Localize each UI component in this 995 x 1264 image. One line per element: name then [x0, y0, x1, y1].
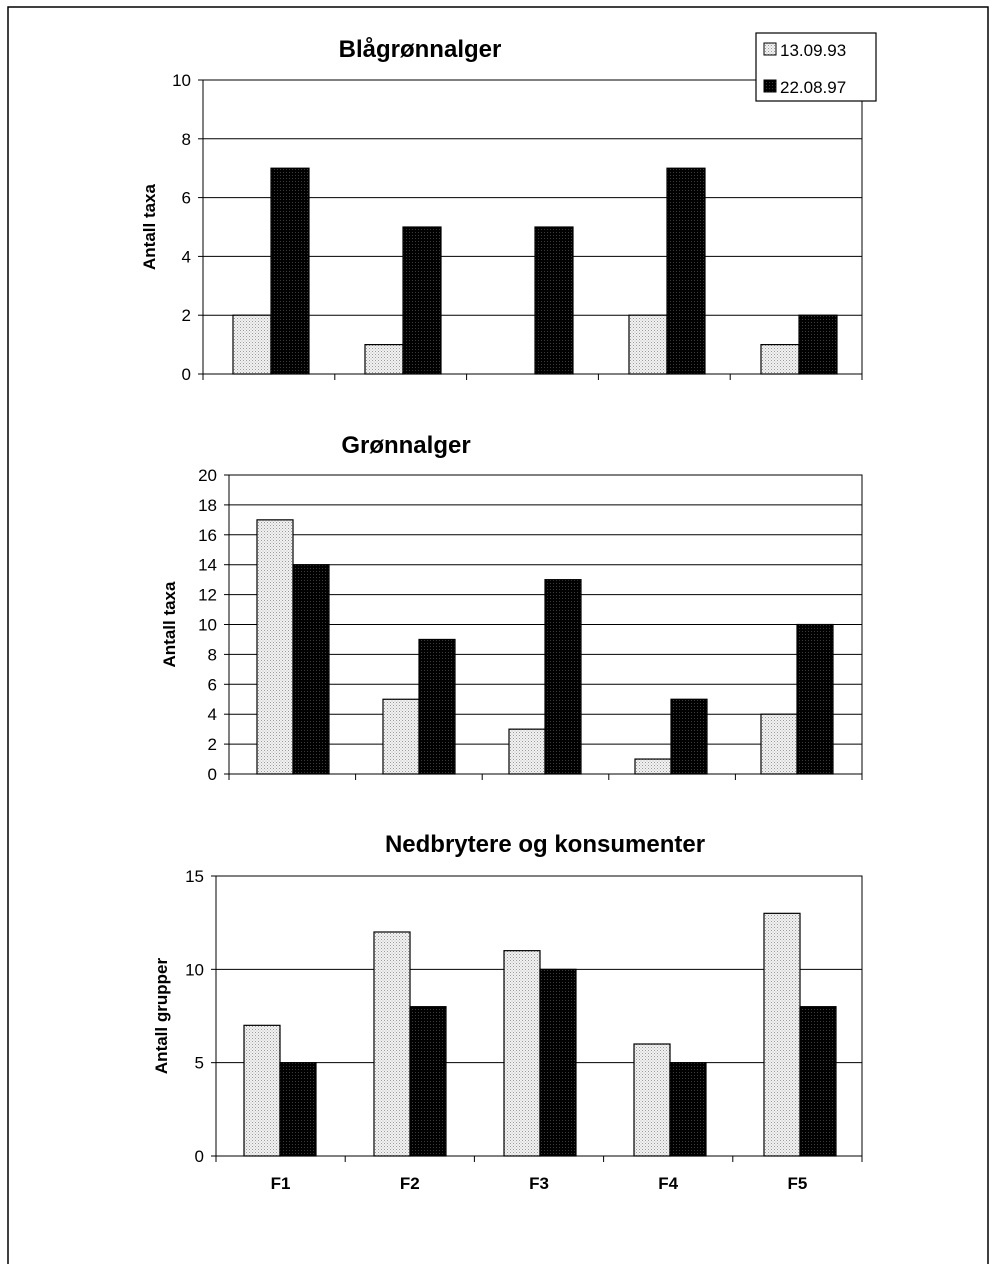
y-tick-label: 2 — [182, 306, 191, 325]
y-tick-label: 8 — [208, 645, 217, 664]
bar-f5-series-1 — [763, 912, 801, 1157]
legend-swatch-22-08-97 — [763, 79, 777, 93]
bar-f5-series-2 — [798, 314, 838, 375]
bar-f3-series-2 — [539, 968, 577, 1157]
bar-f3-series-2 — [544, 579, 582, 775]
y-tick-label: 18 — [198, 496, 217, 515]
bar-f3-series-1 — [508, 728, 546, 775]
y-tick-label: 10 — [185, 960, 204, 979]
bar-f1-series-1 — [232, 314, 272, 375]
bar-f1-series-2 — [279, 1062, 317, 1157]
bar-f5-series-2 — [799, 1006, 837, 1157]
y-tick-label: 0 — [208, 765, 217, 784]
bar-f2-series-2 — [418, 638, 456, 775]
bar-f1-series-2 — [292, 564, 330, 775]
y-tick-label: 4 — [208, 705, 217, 724]
y-tick-label: 4 — [182, 247, 191, 266]
bar-f4-series-2 — [669, 1062, 707, 1157]
x-category-label: F3 — [529, 1174, 549, 1193]
bar-f2-series-1 — [364, 344, 404, 375]
bar-f5-series-1 — [760, 713, 798, 775]
bar-f4-series-1 — [628, 314, 668, 375]
y-tick-label: 10 — [198, 616, 217, 635]
bar-f2-series-1 — [382, 698, 420, 775]
legend-swatch-13-09-93 — [763, 42, 777, 56]
y-axis-label: Antall grupper — [152, 958, 171, 1075]
y-tick-label: 0 — [182, 365, 191, 384]
chart-title: Nedbrytere og konsumenter — [385, 831, 705, 858]
y-tick-label: 14 — [198, 556, 217, 575]
bar-f1-series-1 — [243, 1024, 281, 1157]
bar-f1-series-1 — [256, 519, 294, 775]
bar-f2-series-2 — [402, 226, 442, 375]
chart-title: Blågrønnalger — [339, 36, 502, 63]
bar-f2-series-1 — [373, 931, 411, 1157]
y-tick-label: 16 — [198, 526, 217, 545]
y-tick-label: 10 — [172, 71, 191, 90]
bar-f5-series-1 — [760, 344, 800, 375]
x-category-label: F2 — [400, 1174, 420, 1193]
y-tick-label: 0 — [195, 1147, 204, 1166]
chart-title: Grønnalger — [341, 432, 470, 459]
bar-f4-series-2 — [670, 698, 708, 775]
bar-f4-series-2 — [666, 167, 706, 375]
bar-f5-series-2 — [796, 623, 834, 775]
chart-3: 0 5 10 15 F1 F2 F3 F4 F5 Nedbrytere og konsumente… — [152, 831, 863, 1193]
x-category-label: F4 — [658, 1174, 678, 1193]
y-tick-label: 6 — [182, 189, 191, 208]
bar-f1-series-2 — [270, 167, 310, 375]
y-tick-label: 5 — [195, 1054, 204, 1073]
chart-1: 0 2 4 6 8 10 Blågrønnalger Antall taxa — [140, 36, 863, 384]
chart-2: 0 2 4 6 8 10 12 14 16 18 20 Grønnalger Antall taxa — [160, 432, 863, 784]
y-tick-label: 15 — [185, 867, 204, 886]
y-tick-label: 2 — [208, 735, 217, 754]
bar-f4-series-1 — [634, 758, 672, 775]
y-tick-label: 6 — [208, 675, 217, 694]
legend-label-13-09-93: 13.09.93 — [780, 41, 846, 60]
y-tick-label: 8 — [182, 130, 191, 149]
y-axis-label: Antall taxa — [160, 581, 179, 668]
bar-f4-series-1 — [633, 1043, 671, 1157]
x-category-label: F1 — [271, 1174, 291, 1193]
legend-label-22-08-97: 22.08.97 — [780, 78, 846, 97]
legend: 13.09.93 22.08.97 — [755, 32, 877, 102]
bar-f2-series-2 — [409, 1006, 447, 1157]
plot-area — [202, 79, 863, 375]
x-category-label: F5 — [787, 1174, 807, 1193]
bar-f3-series-2 — [534, 226, 574, 375]
y-axis-label: Antall taxa — [140, 183, 159, 270]
y-tick-label: 20 — [198, 466, 217, 485]
y-tick-label: 12 — [198, 586, 217, 605]
bar-f3-series-1 — [503, 950, 541, 1157]
